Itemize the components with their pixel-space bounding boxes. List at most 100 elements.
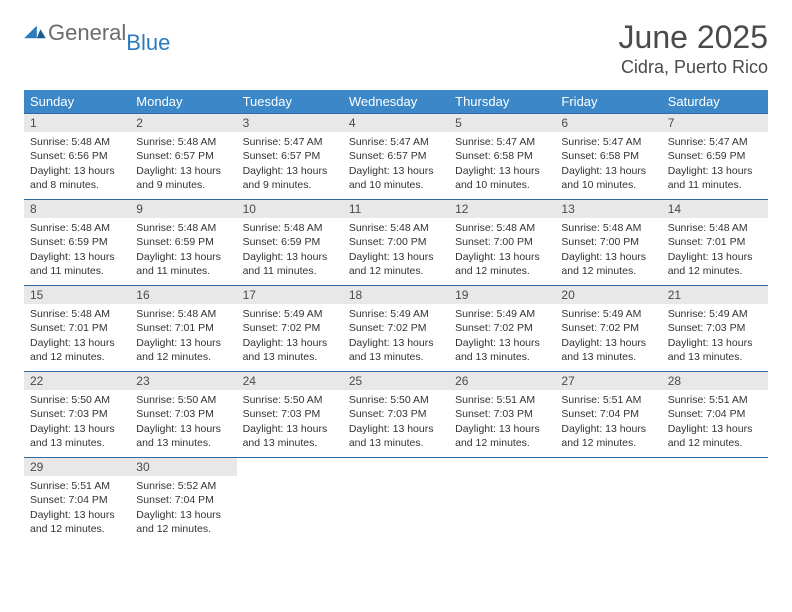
daylight-line: Daylight: 13 hours and 13 minutes. — [136, 422, 230, 450]
sunset-line: Sunset: 7:00 PM — [455, 235, 549, 249]
day-body: Sunrise: 5:50 AMSunset: 7:03 PMDaylight:… — [130, 390, 236, 454]
daylight-line: Daylight: 13 hours and 12 minutes. — [455, 250, 549, 278]
day-body: Sunrise: 5:47 AMSunset: 6:57 PMDaylight:… — [237, 132, 343, 196]
calendar-row: 1Sunrise: 5:48 AMSunset: 6:56 PMDaylight… — [24, 114, 768, 200]
calendar-row: 8Sunrise: 5:48 AMSunset: 6:59 PMDaylight… — [24, 200, 768, 286]
calendar-row: 15Sunrise: 5:48 AMSunset: 7:01 PMDayligh… — [24, 286, 768, 372]
day-body: Sunrise: 5:49 AMSunset: 7:02 PMDaylight:… — [449, 304, 555, 368]
daylight-line: Daylight: 13 hours and 10 minutes. — [455, 164, 549, 192]
calendar-cell: 11Sunrise: 5:48 AMSunset: 7:00 PMDayligh… — [343, 200, 449, 286]
daylight-line: Daylight: 13 hours and 12 minutes. — [349, 250, 443, 278]
day-number: 26 — [449, 372, 555, 390]
day-body: Sunrise: 5:51 AMSunset: 7:03 PMDaylight:… — [449, 390, 555, 454]
title-block: June 2025 Cidra, Puerto Rico — [619, 20, 768, 78]
calendar-cell — [555, 458, 661, 544]
sunset-line: Sunset: 7:03 PM — [243, 407, 337, 421]
calendar-row: 29Sunrise: 5:51 AMSunset: 7:04 PMDayligh… — [24, 458, 768, 544]
logo-text-blue: Blue — [126, 30, 170, 56]
weekday-header: Saturday — [662, 90, 768, 114]
day-number: 15 — [24, 286, 130, 304]
calendar-cell: 9Sunrise: 5:48 AMSunset: 6:59 PMDaylight… — [130, 200, 236, 286]
day-number: 14 — [662, 200, 768, 218]
calendar-cell — [662, 458, 768, 544]
day-number: 12 — [449, 200, 555, 218]
sunrise-line: Sunrise: 5:48 AM — [136, 307, 230, 321]
day-body: Sunrise: 5:48 AMSunset: 7:00 PMDaylight:… — [343, 218, 449, 282]
sunrise-line: Sunrise: 5:50 AM — [349, 393, 443, 407]
day-body: Sunrise: 5:48 AMSunset: 6:57 PMDaylight:… — [130, 132, 236, 196]
sunset-line: Sunset: 6:58 PM — [455, 149, 549, 163]
calendar-cell: 2Sunrise: 5:48 AMSunset: 6:57 PMDaylight… — [130, 114, 236, 200]
day-number: 18 — [343, 286, 449, 304]
calendar-cell: 15Sunrise: 5:48 AMSunset: 7:01 PMDayligh… — [24, 286, 130, 372]
calendar-cell: 29Sunrise: 5:51 AMSunset: 7:04 PMDayligh… — [24, 458, 130, 544]
weekday-header: Monday — [130, 90, 236, 114]
calendar-cell: 26Sunrise: 5:51 AMSunset: 7:03 PMDayligh… — [449, 372, 555, 458]
day-body: Sunrise: 5:50 AMSunset: 7:03 PMDaylight:… — [24, 390, 130, 454]
sunrise-line: Sunrise: 5:50 AM — [243, 393, 337, 407]
daylight-line: Daylight: 13 hours and 8 minutes. — [30, 164, 124, 192]
sunset-line: Sunset: 7:02 PM — [349, 321, 443, 335]
daylight-line: Daylight: 13 hours and 13 minutes. — [561, 336, 655, 364]
day-number: 23 — [130, 372, 236, 390]
daylight-line: Daylight: 13 hours and 13 minutes. — [349, 336, 443, 364]
weekday-header: Tuesday — [237, 90, 343, 114]
logo-icon — [24, 22, 46, 45]
calendar-cell: 25Sunrise: 5:50 AMSunset: 7:03 PMDayligh… — [343, 372, 449, 458]
day-number: 7 — [662, 114, 768, 132]
calendar-cell — [449, 458, 555, 544]
daylight-line: Daylight: 13 hours and 12 minutes. — [668, 250, 762, 278]
sunrise-line: Sunrise: 5:48 AM — [243, 221, 337, 235]
sunset-line: Sunset: 6:58 PM — [561, 149, 655, 163]
daylight-line: Daylight: 13 hours and 9 minutes. — [136, 164, 230, 192]
day-number: 10 — [237, 200, 343, 218]
calendar-cell: 19Sunrise: 5:49 AMSunset: 7:02 PMDayligh… — [449, 286, 555, 372]
calendar-cell: 30Sunrise: 5:52 AMSunset: 7:04 PMDayligh… — [130, 458, 236, 544]
day-body: Sunrise: 5:49 AMSunset: 7:02 PMDaylight:… — [343, 304, 449, 368]
day-number: 20 — [555, 286, 661, 304]
calendar-cell: 10Sunrise: 5:48 AMSunset: 6:59 PMDayligh… — [237, 200, 343, 286]
weekday-header-row: SundayMondayTuesdayWednesdayThursdayFrid… — [24, 90, 768, 114]
day-body: Sunrise: 5:48 AMSunset: 7:00 PMDaylight:… — [449, 218, 555, 282]
day-number: 17 — [237, 286, 343, 304]
day-body: Sunrise: 5:48 AMSunset: 7:00 PMDaylight:… — [555, 218, 661, 282]
day-body: Sunrise: 5:47 AMSunset: 6:58 PMDaylight:… — [449, 132, 555, 196]
calendar-cell: 17Sunrise: 5:49 AMSunset: 7:02 PMDayligh… — [237, 286, 343, 372]
month-title: June 2025 — [619, 20, 768, 55]
sunrise-line: Sunrise: 5:49 AM — [243, 307, 337, 321]
daylight-line: Daylight: 13 hours and 12 minutes. — [136, 336, 230, 364]
logo: General Blue — [24, 20, 170, 46]
sunrise-line: Sunrise: 5:51 AM — [561, 393, 655, 407]
calendar-cell: 5Sunrise: 5:47 AMSunset: 6:58 PMDaylight… — [449, 114, 555, 200]
day-body: Sunrise: 5:47 AMSunset: 6:58 PMDaylight:… — [555, 132, 661, 196]
calendar-cell: 7Sunrise: 5:47 AMSunset: 6:59 PMDaylight… — [662, 114, 768, 200]
sunset-line: Sunset: 6:56 PM — [30, 149, 124, 163]
calendar-cell: 23Sunrise: 5:50 AMSunset: 7:03 PMDayligh… — [130, 372, 236, 458]
daylight-line: Daylight: 13 hours and 11 minutes. — [243, 250, 337, 278]
day-number: 22 — [24, 372, 130, 390]
calendar-cell: 8Sunrise: 5:48 AMSunset: 6:59 PMDaylight… — [24, 200, 130, 286]
day-body: Sunrise: 5:48 AMSunset: 6:59 PMDaylight:… — [237, 218, 343, 282]
day-body: Sunrise: 5:48 AMSunset: 6:56 PMDaylight:… — [24, 132, 130, 196]
daylight-line: Daylight: 13 hours and 13 minutes. — [668, 336, 762, 364]
daylight-line: Daylight: 13 hours and 12 minutes. — [668, 422, 762, 450]
sunset-line: Sunset: 7:03 PM — [668, 321, 762, 335]
sunset-line: Sunset: 6:57 PM — [136, 149, 230, 163]
sunset-line: Sunset: 7:00 PM — [561, 235, 655, 249]
day-number: 2 — [130, 114, 236, 132]
location: Cidra, Puerto Rico — [619, 57, 768, 78]
sunrise-line: Sunrise: 5:48 AM — [30, 221, 124, 235]
sunset-line: Sunset: 7:02 PM — [561, 321, 655, 335]
sunrise-line: Sunrise: 5:47 AM — [349, 135, 443, 149]
weekday-header: Sunday — [24, 90, 130, 114]
sunset-line: Sunset: 6:59 PM — [668, 149, 762, 163]
weekday-header: Friday — [555, 90, 661, 114]
sunset-line: Sunset: 7:03 PM — [349, 407, 443, 421]
sunset-line: Sunset: 6:59 PM — [30, 235, 124, 249]
sunrise-line: Sunrise: 5:52 AM — [136, 479, 230, 493]
sunrise-line: Sunrise: 5:47 AM — [668, 135, 762, 149]
sunrise-line: Sunrise: 5:48 AM — [30, 307, 124, 321]
day-number: 3 — [237, 114, 343, 132]
day-body: Sunrise: 5:47 AMSunset: 6:59 PMDaylight:… — [662, 132, 768, 196]
sunrise-line: Sunrise: 5:50 AM — [136, 393, 230, 407]
